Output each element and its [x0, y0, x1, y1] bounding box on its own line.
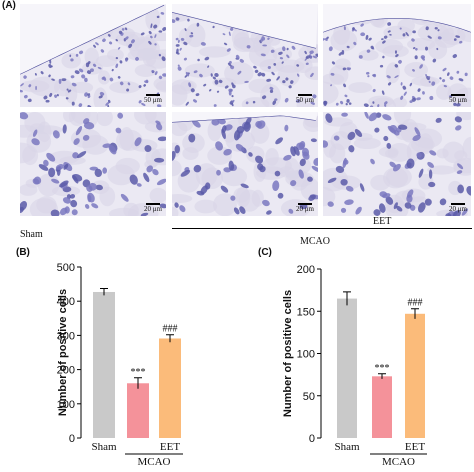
panel-a-label: (A) [2, 0, 16, 11]
y-tick-label: 0 [309, 433, 315, 445]
error-bar [134, 377, 142, 389]
y-tick-label: 100 [297, 349, 315, 361]
y-tick-label: 400 [57, 296, 75, 308]
y-tick-label: 50 [303, 391, 315, 403]
significance-label: ### [163, 324, 178, 335]
bar [372, 376, 392, 438]
micrograph-sham-50um: 50 μm [20, 4, 166, 107]
bar [159, 338, 181, 438]
y-tick-label: 500 [57, 262, 75, 274]
micrograph-mcao-20um: 20 μm [172, 112, 318, 216]
y-axis-label: Number of positive cells [282, 290, 294, 417]
panel-b-label: (B) [16, 247, 30, 258]
y-tick-label: 0 [69, 433, 75, 445]
y-tick-label: 100 [57, 399, 75, 411]
error-bar [166, 334, 174, 343]
y-tick-label: 200 [57, 365, 75, 377]
y-tick-label: 200 [297, 264, 315, 276]
scale-bar: 20 μm [144, 203, 162, 213]
micrograph-eet-20um: 20 μm [323, 112, 471, 216]
x-category-label: EET [160, 441, 180, 453]
bar [337, 298, 357, 438]
significance-label: *** [131, 367, 146, 378]
error-bar [343, 291, 351, 306]
group-label-mcao: MCAO [300, 236, 331, 247]
micrograph-eet-50um: 50 μm [323, 4, 471, 107]
x-category-label: Sham [91, 441, 117, 453]
error-bar [378, 373, 386, 379]
bar [405, 313, 425, 438]
scale-bar: 50 μm [449, 94, 467, 104]
scale-bar: 50 μm [296, 94, 314, 104]
error-bar [100, 288, 108, 296]
y-tick-label: 300 [57, 330, 75, 342]
bar-chart-b: Number of positive cells 0 100 200 300 400 500… [0, 258, 236, 472]
micrograph-sham-20um: 20 μm [20, 112, 166, 216]
x-group-label: MCAO [382, 456, 415, 468]
y-tick-label: 150 [297, 306, 315, 318]
error-bar [411, 308, 419, 319]
significance-label: ### [408, 298, 423, 309]
bar [93, 291, 115, 438]
significance-label: *** [375, 363, 390, 374]
group-label-sham: Sham [20, 229, 43, 240]
x-category-label: EET [405, 441, 425, 453]
scale-bar: 50 μm [144, 94, 162, 104]
x-group-label: MCAO [137, 456, 170, 468]
scale-bar: 20 μm [449, 203, 467, 213]
panel-c-label: (C) [258, 247, 272, 258]
y-axis-label: Number of positive cells [57, 289, 69, 416]
x-category-label: Sham [334, 441, 360, 453]
micrograph-mcao-50um: 50 μm [172, 4, 318, 107]
bar [127, 383, 149, 438]
group-label-eet: EET [373, 216, 392, 227]
scale-bar: 20 μm [296, 203, 314, 213]
group-bracket-mcao [172, 228, 472, 229]
bar-chart-c: Number of positive cells 0 50 100 150 200 Sham… [240, 258, 474, 472]
